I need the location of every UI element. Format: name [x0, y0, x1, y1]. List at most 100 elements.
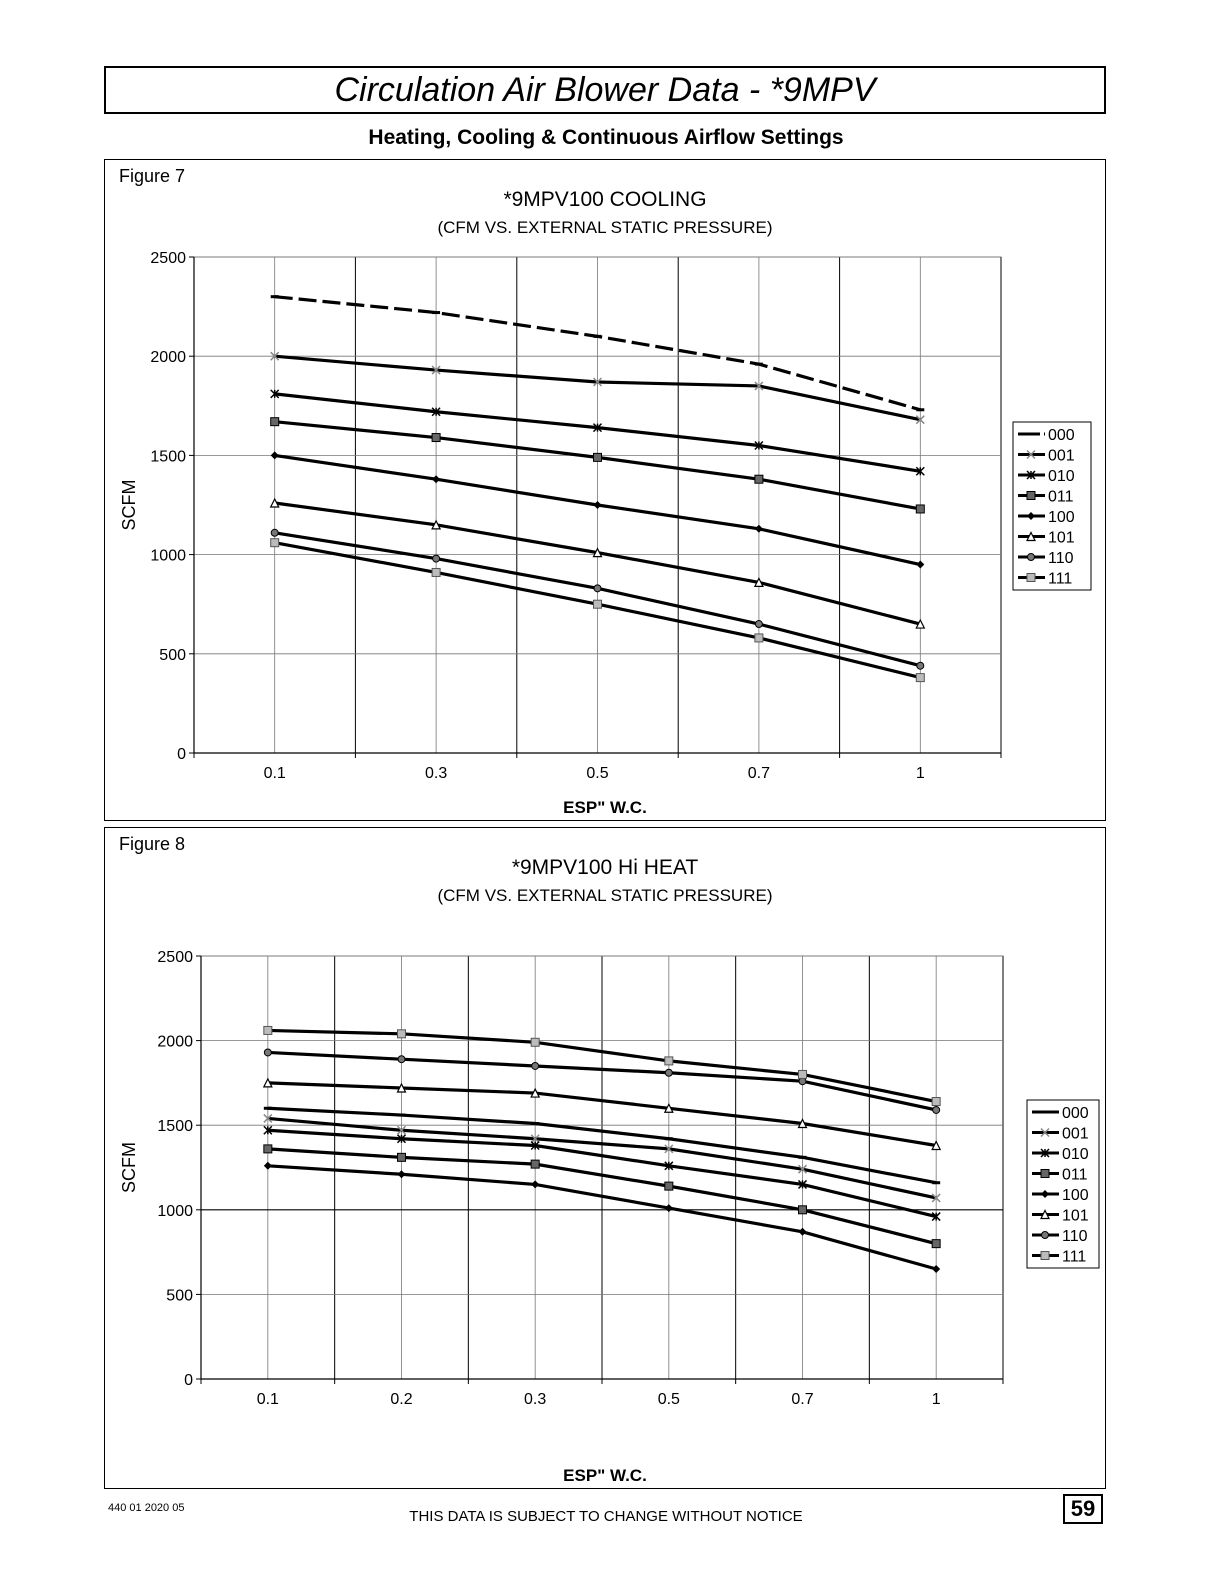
data-point-marker	[664, 1161, 674, 1171]
data-point-marker	[916, 560, 925, 569]
x-axis-label: ESP" W.C.	[563, 798, 647, 817]
data-point-marker	[270, 417, 280, 427]
page-subtitle: Heating, Cooling & Continuous Airflow Se…	[368, 126, 844, 149]
legend-label: 101	[1048, 530, 1075, 547]
data-point-marker	[798, 1227, 807, 1236]
series-line-001	[267, 1116, 937, 1200]
series-line-010	[267, 1128, 937, 1219]
data-point-marker	[1040, 1127, 1050, 1138]
data-point-marker	[531, 1180, 540, 1189]
data-point-marker	[1041, 1231, 1049, 1239]
data-point-marker	[754, 633, 764, 643]
x-tick-label: 1	[916, 765, 925, 782]
data-point-marker	[1027, 512, 1035, 520]
data-point-marker	[593, 452, 602, 462]
y-tick-label: 2000	[150, 349, 186, 366]
page-title: Circulation Air Blower Data - *9MPV	[334, 70, 876, 109]
legend-label: 111	[1062, 1249, 1086, 1266]
series-line-100	[267, 1164, 937, 1271]
data-point-marker	[262, 1077, 273, 1088]
data-point-marker	[931, 1212, 941, 1222]
x-tick-label: 1	[932, 1391, 941, 1408]
legend-label: 111	[1048, 571, 1072, 588]
data-point-marker	[396, 1125, 407, 1135]
chart-subtitle: (CFM VS. EXTERNAL STATIC PRESSURE)	[437, 886, 772, 905]
data-point-marker	[1027, 553, 1035, 561]
y-tick-label: 1500	[150, 448, 186, 465]
data-point-marker	[263, 1048, 272, 1057]
data-point-marker	[916, 661, 925, 670]
data-point-marker	[1040, 1148, 1050, 1158]
data-point-marker	[263, 1125, 273, 1135]
data-point-marker	[270, 351, 280, 361]
y-tick-label: 2500	[157, 949, 193, 966]
legend-label: 010	[1062, 1146, 1089, 1163]
series-line-110	[267, 1050, 937, 1112]
legend-label: 000	[1062, 1105, 1089, 1122]
legend-label: 011	[1048, 489, 1074, 506]
data-point-marker	[592, 423, 603, 433]
data-point-marker	[931, 1140, 942, 1151]
figure-8-panel: Figure 8 *9MPV100 Hi HEAT (CFM VS. EXTERN…	[104, 827, 1106, 1489]
legend-label: 101	[1062, 1208, 1089, 1225]
legend-label: 000	[1048, 427, 1075, 444]
y-tick-label: 500	[166, 1287, 193, 1304]
data-point-marker	[754, 620, 763, 629]
document-code: 440 01 2020 05	[108, 1502, 185, 1514]
page-number: 59	[1063, 1494, 1103, 1524]
x-tick-label: 0.3	[524, 1391, 546, 1408]
hi-heat-chart: *9MPV100 Hi HEAT (CFM VS. EXTERNAL STATIC…	[119, 856, 1100, 1485]
data-point-marker	[931, 1097, 941, 1107]
data-point-marker	[592, 377, 603, 387]
data-point-marker	[1040, 1251, 1050, 1260]
data-point-marker	[397, 1055, 406, 1064]
data-point-marker	[530, 1159, 540, 1169]
data-point-marker	[1026, 449, 1036, 460]
data-point-marker	[593, 599, 602, 609]
data-point-marker	[432, 475, 441, 484]
legend-box	[1026, 1099, 1100, 1269]
x-tick-label: 0.7	[748, 765, 770, 782]
data-point-marker	[263, 1144, 273, 1154]
data-point-marker	[1026, 573, 1036, 582]
y-tick-label: 1500	[157, 1118, 193, 1135]
y-axis-label: SCFM	[119, 1142, 139, 1193]
chart-title: *9MPV100 Hi HEAT	[512, 856, 699, 879]
data-point-marker	[270, 451, 279, 460]
data-point-marker	[664, 1204, 673, 1213]
y-tick-label: 500	[159, 647, 186, 664]
data-point-marker	[915, 504, 925, 514]
data-point-marker	[593, 501, 602, 509]
data-point-marker	[1040, 1169, 1050, 1178]
data-point-marker	[263, 1113, 273, 1123]
legend-label: 110	[1062, 1228, 1088, 1245]
legend-label: 100	[1048, 509, 1075, 526]
data-point-marker	[754, 381, 764, 391]
data-point-marker	[754, 474, 764, 484]
series-line-111	[267, 1028, 937, 1104]
data-point-marker	[530, 1134, 540, 1144]
data-point-marker	[593, 584, 602, 593]
y-tick-label: 1000	[157, 1203, 193, 1220]
x-axis-label: ESP" W.C.	[563, 1466, 647, 1485]
data-point-marker	[1026, 531, 1036, 542]
x-tick-label: 0.5	[586, 765, 608, 782]
chart-subtitle: (CFM VS. EXTERNAL STATIC PRESSURE)	[437, 218, 772, 237]
data-point-marker	[664, 1144, 674, 1154]
data-point-marker	[1026, 470, 1036, 480]
x-tick-label: 0.3	[425, 765, 447, 782]
data-point-marker	[915, 415, 925, 425]
data-point-marker	[797, 1164, 808, 1174]
legend-label: 001	[1048, 448, 1075, 465]
legend-label: 001	[1062, 1126, 1089, 1143]
data-point-marker	[431, 365, 441, 375]
legend-label: 011	[1062, 1167, 1088, 1184]
data-point-marker	[270, 538, 280, 548]
data-point-marker	[797, 1118, 808, 1129]
data-point-marker	[270, 528, 279, 537]
data-point-marker	[931, 1193, 941, 1203]
data-point-marker	[915, 466, 925, 476]
x-tick-label: 0.1	[264, 765, 286, 782]
data-point-marker	[664, 1181, 674, 1191]
data-point-marker	[397, 1170, 406, 1179]
